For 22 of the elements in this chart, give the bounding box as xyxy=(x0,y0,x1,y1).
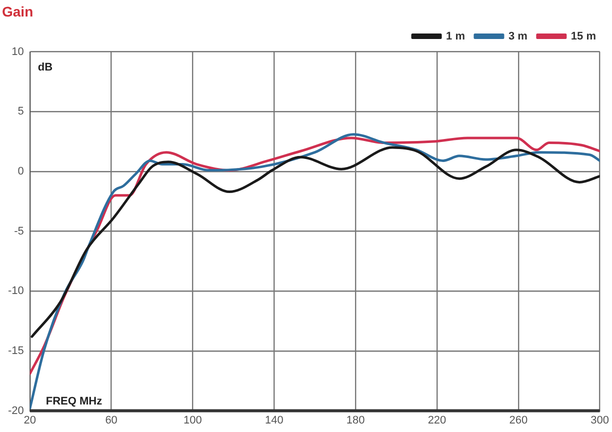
legend-label: 1 m xyxy=(446,30,466,42)
x-tick-label: 140 xyxy=(264,414,284,426)
x-tick-label: 220 xyxy=(428,414,446,426)
y-tick-label: -10 xyxy=(8,285,24,298)
y-tick-label: -20 xyxy=(8,404,24,417)
x-tick-label: 20 xyxy=(24,414,36,426)
legend-label: 15 m xyxy=(570,30,596,42)
chart-title: Gain xyxy=(2,3,34,20)
x-tick-label: 260 xyxy=(509,414,528,426)
line-series xyxy=(30,146,600,338)
y-tick-label: 10 xyxy=(12,46,24,58)
y-tick-label: -15 xyxy=(8,345,24,357)
y-tick-label: -5 xyxy=(14,225,24,238)
x-tick-label: 60 xyxy=(105,414,118,426)
x-axis-title: FREQ MHz xyxy=(46,395,103,408)
y-axis-title: dB xyxy=(38,61,53,74)
y-tick-label: 5 xyxy=(18,106,24,118)
y-tick-label: 0 xyxy=(18,166,24,178)
x-tick-label: 180 xyxy=(346,414,365,426)
legend-label: 3 m xyxy=(508,30,528,42)
x-tick-label: 100 xyxy=(184,414,202,426)
x-tick-label: 300 xyxy=(590,414,610,426)
